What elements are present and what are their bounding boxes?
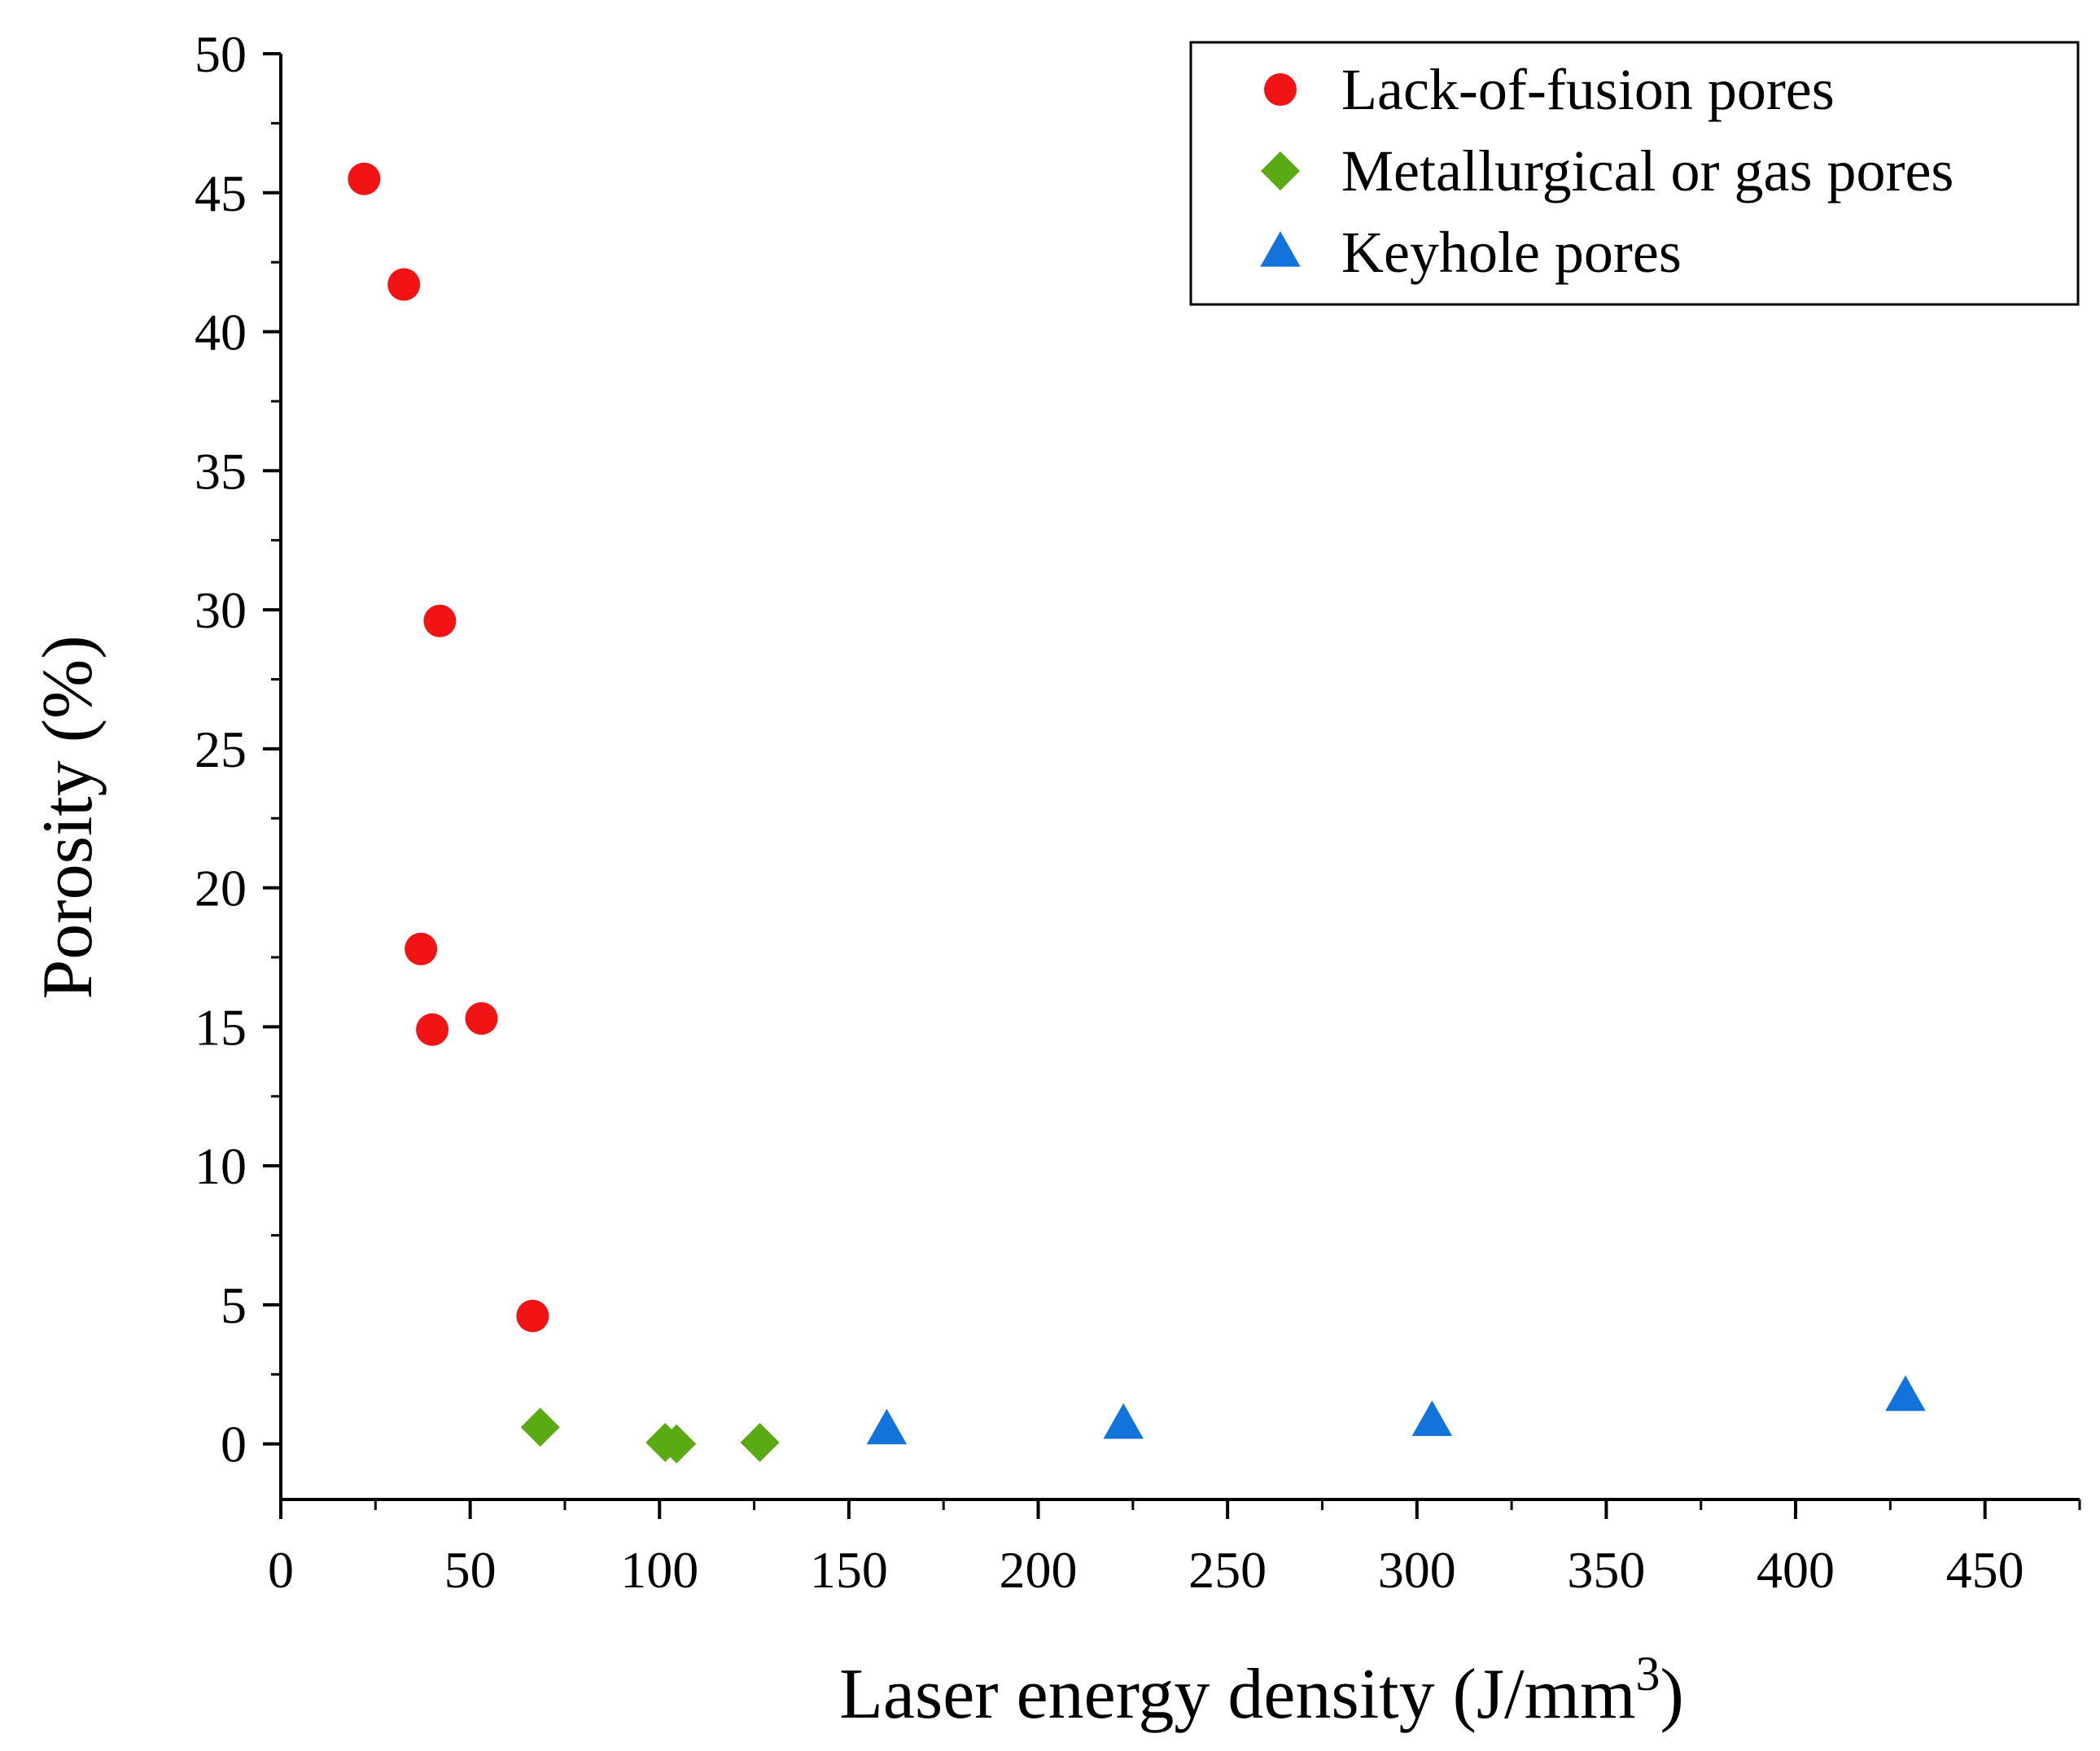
legend-marker <box>1260 231 1301 267</box>
y-tick-label: 40 <box>195 304 247 361</box>
data-point <box>416 1013 449 1046</box>
legend-label: Lack-of-fusion pores <box>1341 57 1835 122</box>
y-tick-label: 25 <box>195 720 247 778</box>
series-diamond <box>520 1407 780 1464</box>
legend-marker <box>1261 151 1300 190</box>
data-point <box>657 1424 697 1464</box>
data-point <box>1411 1400 1453 1437</box>
y-tick-label: 30 <box>195 581 247 639</box>
x-tick-label: 150 <box>810 1541 888 1599</box>
y-tick-label: 20 <box>195 860 247 917</box>
data-points <box>348 162 1926 1464</box>
data-point <box>348 162 381 195</box>
x-axis-title-suffix: ) <box>1660 1655 1684 1734</box>
legend-label: Metallurgical or gas pores <box>1341 138 1953 204</box>
legend: Lack-of-fusion pores Metallurgical or gas… <box>1189 41 2080 306</box>
axis-titles: Laser energy density (J/mm3) Porosity (%) <box>28 635 1684 1734</box>
legend-marker <box>1264 73 1297 106</box>
x-tick-label: 100 <box>620 1541 698 1599</box>
data-point <box>520 1407 560 1447</box>
x-tick-label: 400 <box>1757 1541 1835 1599</box>
y-tick-label: 50 <box>195 25 247 83</box>
x-axis-title-text: Laser energy density (J/mm <box>839 1655 1635 1734</box>
x-axis-title: Laser energy density (J/mm3) <box>839 1647 1684 1734</box>
data-point <box>516 1299 549 1333</box>
legend-label: Keyhole pores <box>1341 220 1682 285</box>
x-tick-label: 0 <box>268 1541 294 1599</box>
data-point <box>423 604 457 637</box>
data-point <box>1885 1375 1926 1412</box>
data-point <box>866 1408 908 1445</box>
x-tick-label: 250 <box>1188 1541 1267 1599</box>
y-tick-label: 35 <box>195 442 247 500</box>
y-axis-title: Porosity (%) <box>28 635 107 999</box>
x-axis-title-superscript: 3 <box>1636 1647 1660 1701</box>
y-tick-label: 0 <box>221 1416 247 1473</box>
axes: 0 5 10 15 20 25 30 35 40 45 50 0 50 100 150 200 250 300 35… <box>195 25 2081 1599</box>
y-tick-label: 5 <box>221 1276 247 1334</box>
data-point <box>1103 1403 1144 1439</box>
data-point <box>740 1422 780 1462</box>
data-point <box>465 1002 498 1035</box>
data-point <box>387 268 421 301</box>
data-point <box>405 932 438 965</box>
x-tick-label: 50 <box>444 1541 497 1599</box>
y-tick-label: 45 <box>195 164 247 222</box>
y-tick-label: 10 <box>195 1137 247 1195</box>
x-tick-label: 450 <box>1946 1541 2024 1599</box>
legend-box <box>1189 41 2080 306</box>
series-triangle <box>866 1375 1926 1445</box>
x-tick-label: 350 <box>1567 1541 1645 1599</box>
series-circle <box>348 162 549 1333</box>
y-tick-label: 15 <box>195 998 247 1056</box>
x-tick-label: 300 <box>1378 1541 1456 1599</box>
x-tick-label: 200 <box>1000 1541 1078 1599</box>
